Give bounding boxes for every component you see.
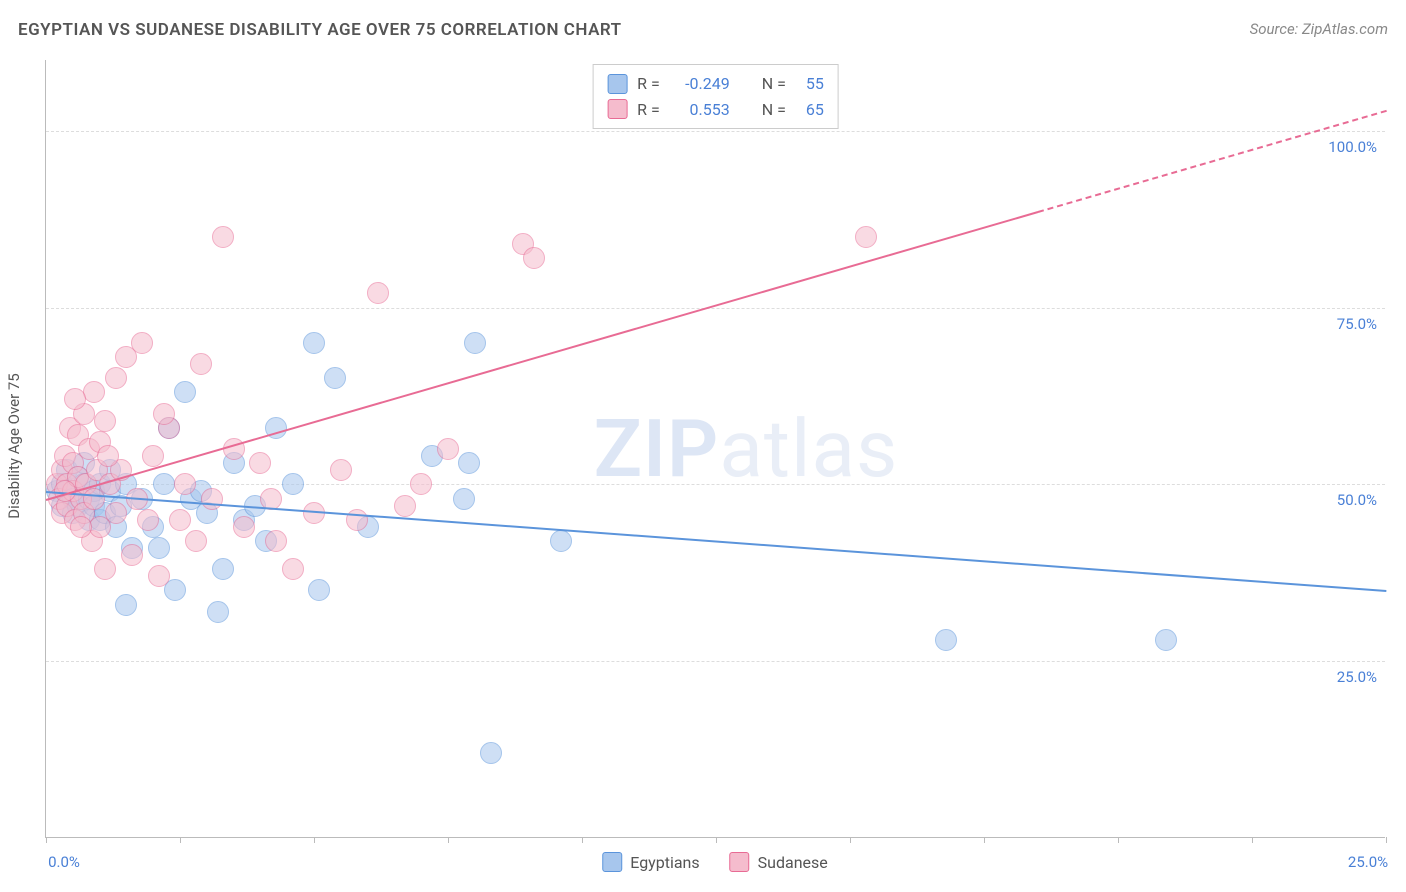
y-axis-label: Disability Age Over 75 <box>5 373 23 518</box>
scatter-point <box>410 473 432 495</box>
scatter-point <box>137 509 159 531</box>
legend-swatch <box>602 852 622 872</box>
legend-row: R = -0.249 N = 55 <box>607 71 824 97</box>
chart-source: Source: ZipAtlas.com <box>1250 20 1388 38</box>
x-tick <box>984 837 985 843</box>
scatter-point <box>105 502 127 524</box>
scatter-point <box>174 381 196 403</box>
chart-header: EGYPTIAN VS SUDANESE DISABILITY AGE OVER… <box>18 20 1388 52</box>
x-tick <box>1386 837 1387 843</box>
x-tick-label: 25.0% <box>1348 853 1388 871</box>
legend-item: Sudanese <box>730 852 828 872</box>
plot-canvas: ZIPatlas R = -0.249 N = 55 R = 0.553 N = 65 25.… <box>45 60 1385 838</box>
scatter-point <box>70 516 92 538</box>
legend-row: R = 0.553 N = 65 <box>607 97 824 123</box>
gridline <box>46 661 1385 662</box>
y-tick-label: 25.0% <box>1337 668 1377 686</box>
scatter-point <box>64 388 86 410</box>
x-tick <box>314 837 315 843</box>
legend-label: Egyptians <box>630 853 699 872</box>
scatter-point <box>115 594 137 616</box>
scatter-point <box>121 544 143 566</box>
scatter-point <box>282 558 304 580</box>
legend-n-value: 55 <box>796 71 824 97</box>
trend-line <box>46 491 1386 592</box>
scatter-point <box>282 473 304 495</box>
legend-r-value: -0.249 <box>670 71 730 97</box>
scatter-point <box>453 488 475 510</box>
scatter-point <box>324 367 346 389</box>
x-tick <box>1118 837 1119 843</box>
series-legend: Egyptians Sudanese <box>602 852 828 872</box>
scatter-point <box>94 558 116 580</box>
scatter-point <box>105 367 127 389</box>
scatter-point <box>190 353 212 375</box>
y-tick-label: 75.0% <box>1337 315 1377 333</box>
scatter-point <box>148 537 170 559</box>
gridline <box>46 308 1385 309</box>
scatter-point <box>367 282 389 304</box>
scatter-point <box>148 565 170 587</box>
scatter-point <box>174 473 196 495</box>
x-tick-label: 0.0% <box>48 853 80 871</box>
legend-r-label: R = <box>637 97 660 123</box>
scatter-point <box>131 332 153 354</box>
scatter-point <box>935 629 957 651</box>
legend-n-label: N = <box>762 97 786 123</box>
scatter-point <box>153 473 175 495</box>
plot-area: ZIPatlas R = -0.249 N = 55 R = 0.553 N = 65 25.… <box>45 60 1385 838</box>
scatter-point <box>346 509 368 531</box>
x-tick <box>1252 837 1253 843</box>
scatter-point <box>458 452 480 474</box>
watermark: ZIPatlas <box>594 402 899 496</box>
scatter-point <box>185 530 207 552</box>
scatter-point <box>212 226 234 248</box>
scatter-point <box>212 558 234 580</box>
scatter-point <box>550 530 572 552</box>
scatter-point <box>394 495 416 517</box>
scatter-point <box>153 403 175 425</box>
chart-title: EGYPTIAN VS SUDANESE DISABILITY AGE OVER… <box>18 20 622 40</box>
scatter-point <box>437 438 459 460</box>
scatter-point <box>855 226 877 248</box>
gridline <box>46 484 1385 485</box>
scatter-point <box>169 509 191 531</box>
scatter-point <box>94 410 116 432</box>
x-tick <box>448 837 449 843</box>
scatter-point <box>233 516 255 538</box>
scatter-point <box>1155 629 1177 651</box>
scatter-point <box>142 445 164 467</box>
legend-swatch <box>730 852 750 872</box>
legend-swatch <box>607 99 627 119</box>
x-tick <box>850 837 851 843</box>
legend-r-label: R = <box>637 71 660 97</box>
scatter-point <box>201 488 223 510</box>
scatter-point <box>523 247 545 269</box>
trend-line <box>1037 110 1386 213</box>
x-tick <box>46 837 47 843</box>
correlation-legend: R = -0.249 N = 55 R = 0.553 N = 65 <box>592 64 839 129</box>
scatter-point <box>330 459 352 481</box>
scatter-point <box>97 445 119 467</box>
x-tick <box>180 837 181 843</box>
scatter-point <box>480 742 502 764</box>
scatter-point <box>308 579 330 601</box>
gridline <box>46 131 1385 132</box>
legend-swatch <box>607 74 627 94</box>
scatter-point <box>249 452 271 474</box>
legend-n-label: N = <box>762 71 786 97</box>
legend-item: Egyptians <box>602 852 699 872</box>
legend-label: Sudanese <box>758 853 828 872</box>
legend-r-value: 0.553 <box>670 97 730 123</box>
scatter-point <box>207 601 229 623</box>
legend-n-value: 65 <box>796 97 824 123</box>
scatter-point <box>464 332 486 354</box>
y-tick-label: 50.0% <box>1337 491 1377 509</box>
x-tick <box>582 837 583 843</box>
x-tick <box>716 837 717 843</box>
y-tick-label: 100.0% <box>1328 138 1377 156</box>
scatter-point <box>265 530 287 552</box>
scatter-point <box>83 381 105 403</box>
scatter-point <box>303 332 325 354</box>
